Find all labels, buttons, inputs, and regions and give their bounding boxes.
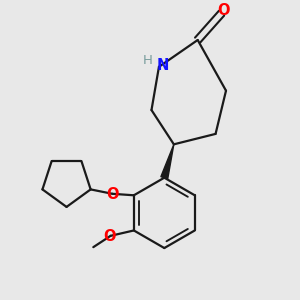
- Text: O: O: [103, 229, 116, 244]
- Text: N: N: [157, 58, 169, 73]
- Text: O: O: [217, 3, 229, 18]
- Polygon shape: [161, 144, 174, 179]
- Text: O: O: [106, 187, 118, 202]
- Text: H: H: [143, 54, 153, 67]
